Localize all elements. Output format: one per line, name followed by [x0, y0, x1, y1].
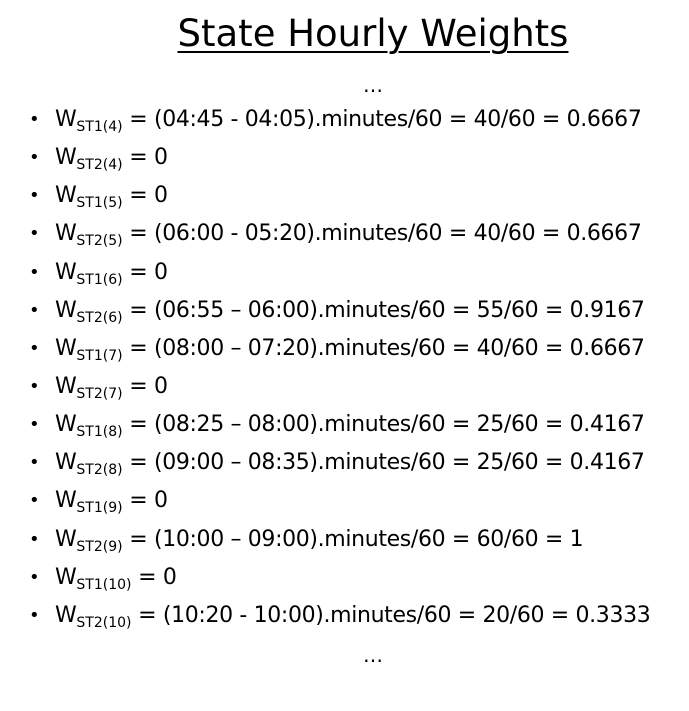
weight-expression: = 0: [122, 373, 168, 399]
weight-list-item: • WST1(6) = 0: [0, 254, 689, 292]
weight-expression: = 0: [122, 259, 168, 285]
weight-expression: = (06:55 – 06:00).minutes/60 = 55/60 = 0…: [122, 297, 645, 323]
weight-symbol: W: [55, 488, 77, 514]
bullet-icon: •: [29, 414, 40, 436]
bullet-icon: •: [29, 147, 40, 169]
bullet-icon: •: [29, 528, 40, 550]
bullet-icon: •: [29, 604, 40, 626]
weight-symbol: W: [55, 526, 77, 552]
weight-formula: WST2(4) = 0: [55, 139, 168, 177]
bullet-icon: •: [29, 299, 40, 321]
weight-symbol: W: [55, 335, 77, 361]
weight-symbol: W: [55, 602, 77, 628]
weight-subscript: ST1(10): [76, 576, 132, 593]
weight-expression: = (06:00 - 05:20).minutes/60 = 40/60 = 0…: [122, 221, 642, 247]
weight-subscript: ST2(6): [76, 309, 123, 326]
weight-expression: = (09:00 – 08:35).minutes/60 = 25/60 = 0…: [122, 450, 645, 476]
weight-symbol: W: [55, 564, 77, 590]
weight-symbol: W: [55, 450, 77, 476]
weight-list-item: • WST1(10) = 0: [0, 559, 689, 597]
weight-list-item: • WST2(8) = (09:00 – 08:35).minutes/60 = …: [0, 444, 689, 482]
weight-subscript: ST2(8): [76, 462, 123, 479]
weight-subscript: ST1(7): [76, 347, 123, 364]
weight-formula: WST1(6) = 0: [55, 254, 168, 292]
weight-formula: WST2(9) = (10:00 – 09:00).minutes/60 = 6…: [55, 521, 584, 559]
weight-list-item: • WST2(5) = (06:00 - 05:20).minutes/60 = …: [0, 215, 689, 253]
weight-formula: WST1(8) = (08:25 – 08:00).minutes/60 = 2…: [55, 406, 645, 444]
ellipsis-bottom: …: [363, 643, 383, 667]
bullet-icon: •: [29, 337, 40, 359]
weight-list-item: • WST2(10) = (10:20 - 10:00).minutes/60 =…: [0, 597, 689, 635]
weight-list-item: • WST2(4) = 0: [0, 139, 689, 177]
weight-subscript: ST2(9): [76, 538, 123, 555]
weight-subscript: ST1(9): [76, 500, 123, 517]
weight-expression: = (10:00 – 09:00).minutes/60 = 60/60 = 1: [122, 526, 584, 552]
weight-subscript: ST2(5): [76, 233, 123, 250]
weight-formula: WST2(7) = 0: [55, 368, 168, 406]
weight-expression: = (08:25 – 08:00).minutes/60 = 25/60 = 0…: [122, 412, 645, 438]
weight-formula: WST1(10) = 0: [55, 559, 177, 597]
weight-expression: = 0: [122, 183, 168, 209]
weight-subscript: ST2(4): [76, 157, 123, 174]
weight-symbol: W: [55, 373, 77, 399]
weight-subscript: ST2(7): [76, 385, 123, 402]
weight-list-item: • WST2(7) = 0: [0, 368, 689, 406]
weight-expression: = (10:20 - 10:00).minutes/60 = 20/60 = 0…: [131, 602, 651, 628]
weight-symbol: W: [55, 145, 77, 171]
weight-subscript: ST1(8): [76, 424, 123, 441]
bullet-icon: •: [29, 261, 40, 283]
page-title: State Hourly Weights: [177, 12, 569, 55]
weight-expression: = (04:45 - 04:05).minutes/60 = 40/60 = 0…: [122, 107, 642, 132]
weight-formula: WST1(4) = (04:45 - 04:05).minutes/60 = 4…: [55, 101, 642, 139]
weight-symbol: W: [55, 221, 77, 247]
bullet-icon: •: [29, 452, 40, 474]
weight-formula: WST2(5) = (06:00 - 05:20).minutes/60 = 4…: [55, 215, 642, 253]
weight-symbol: W: [55, 297, 77, 323]
weight-list-item: • WST1(5) = 0: [0, 177, 689, 215]
bullet-icon: •: [29, 109, 40, 130]
weight-list-item: • WST1(9) = 0: [0, 482, 689, 520]
weight-symbol: W: [55, 412, 77, 438]
weight-symbol: W: [55, 259, 77, 285]
weight-formula: WST1(9) = 0: [55, 482, 168, 520]
weight-subscript: ST1(4): [76, 119, 123, 135]
weight-formula: WST1(5) = 0: [55, 177, 168, 215]
weight-expression: = 0: [131, 564, 177, 590]
weight-subscript: ST1(5): [76, 195, 123, 212]
weight-subscript: ST2(10): [76, 614, 132, 631]
weight-formula: WST2(8) = (09:00 – 08:35).minutes/60 = 2…: [55, 444, 645, 482]
weight-list: • WST1(4) = (04:45 - 04:05).minutes/60 = …: [0, 101, 689, 635]
weight-list-item: • WST2(6) = (06:55 – 06:00).minutes/60 = …: [0, 292, 689, 330]
bullet-icon: •: [29, 490, 40, 512]
weight-symbol: W: [55, 183, 77, 209]
weight-expression: = (08:00 – 07:20).minutes/60 = 40/60 = 0…: [122, 335, 645, 361]
weight-list-item: • WST1(7) = (08:00 – 07:20).minutes/60 = …: [0, 330, 689, 368]
bullet-icon: •: [29, 375, 40, 397]
weight-formula: WST1(7) = (08:00 – 07:20).minutes/60 = 4…: [55, 330, 645, 368]
weight-list-item: • WST1(4) = (04:45 - 04:05).minutes/60 = …: [0, 101, 689, 139]
ellipsis-top: …: [363, 73, 383, 97]
bullet-icon: •: [29, 185, 40, 207]
bullet-icon: •: [29, 223, 40, 245]
weight-list-item: • WST1(8) = (08:25 – 08:00).minutes/60 = …: [0, 406, 689, 444]
weight-formula: WST2(6) = (06:55 – 06:00).minutes/60 = 5…: [55, 292, 645, 330]
weight-list-item: • WST2(9) = (10:00 – 09:00).minutes/60 = …: [0, 521, 689, 559]
weight-formula: WST2(10) = (10:20 - 10:00).minutes/60 = …: [55, 597, 651, 635]
weight-symbol: W: [55, 107, 77, 132]
bullet-icon: •: [29, 566, 40, 588]
weight-expression: = 0: [122, 488, 168, 514]
weight-subscript: ST1(6): [76, 271, 123, 288]
weight-expression: = 0: [122, 145, 168, 171]
